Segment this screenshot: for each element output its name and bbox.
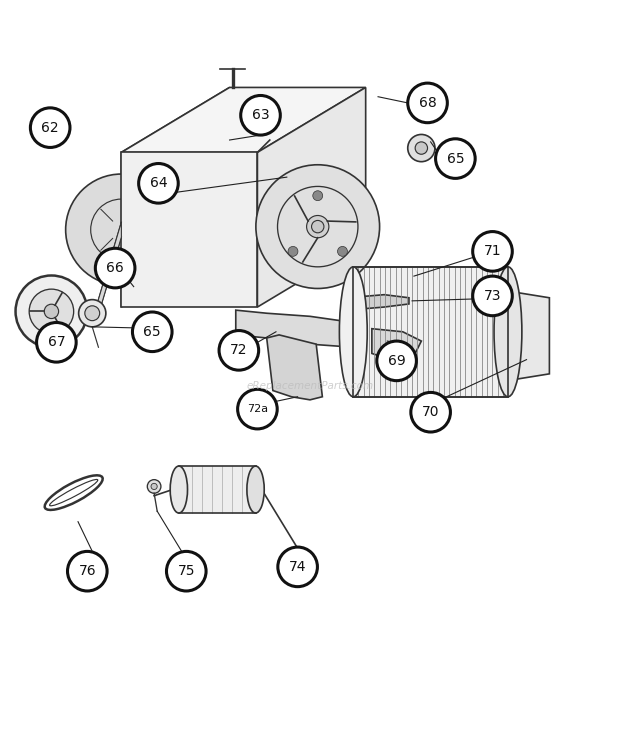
Text: 73: 73 xyxy=(484,289,501,303)
Circle shape xyxy=(472,276,512,315)
Text: 67: 67 xyxy=(48,336,65,349)
Polygon shape xyxy=(372,329,422,359)
Circle shape xyxy=(95,248,135,288)
Text: 72a: 72a xyxy=(247,404,268,414)
Circle shape xyxy=(29,289,74,333)
Ellipse shape xyxy=(148,480,161,493)
Circle shape xyxy=(311,220,324,233)
Circle shape xyxy=(278,547,317,587)
Polygon shape xyxy=(122,153,257,307)
Circle shape xyxy=(30,108,70,147)
Circle shape xyxy=(337,246,347,257)
Circle shape xyxy=(66,174,177,286)
Text: 68: 68 xyxy=(418,96,436,110)
Ellipse shape xyxy=(494,267,522,397)
Text: 65: 65 xyxy=(143,325,161,339)
Circle shape xyxy=(241,95,280,135)
Circle shape xyxy=(16,275,87,347)
Circle shape xyxy=(415,142,428,154)
Circle shape xyxy=(37,322,76,362)
Circle shape xyxy=(436,139,475,179)
Circle shape xyxy=(167,551,206,591)
Text: 66: 66 xyxy=(106,261,124,275)
Circle shape xyxy=(288,246,298,257)
Text: 74: 74 xyxy=(289,560,306,574)
Text: 64: 64 xyxy=(149,176,167,190)
Polygon shape xyxy=(122,88,229,307)
Polygon shape xyxy=(97,222,122,321)
Circle shape xyxy=(44,304,59,318)
Polygon shape xyxy=(511,292,549,380)
Ellipse shape xyxy=(170,466,187,513)
Text: 63: 63 xyxy=(252,109,269,122)
Text: 76: 76 xyxy=(79,564,96,578)
Text: 62: 62 xyxy=(42,121,59,135)
Ellipse shape xyxy=(247,466,264,513)
Polygon shape xyxy=(179,466,255,513)
Text: 71: 71 xyxy=(484,244,502,258)
Circle shape xyxy=(411,392,450,432)
Circle shape xyxy=(312,190,322,201)
Text: 72: 72 xyxy=(230,343,247,357)
Text: 75: 75 xyxy=(177,564,195,578)
Polygon shape xyxy=(122,88,366,153)
Polygon shape xyxy=(347,295,409,310)
Circle shape xyxy=(408,83,448,123)
Circle shape xyxy=(68,551,107,591)
Circle shape xyxy=(307,216,329,238)
Circle shape xyxy=(377,341,417,381)
Text: 65: 65 xyxy=(446,152,464,166)
Circle shape xyxy=(139,164,178,203)
Circle shape xyxy=(256,164,379,289)
Polygon shape xyxy=(257,88,366,307)
Circle shape xyxy=(79,300,106,327)
Text: 70: 70 xyxy=(422,405,440,419)
Circle shape xyxy=(472,231,512,271)
Ellipse shape xyxy=(151,484,157,490)
Polygon shape xyxy=(353,267,508,397)
Circle shape xyxy=(408,135,435,161)
Circle shape xyxy=(133,312,172,352)
Polygon shape xyxy=(267,335,322,400)
Text: 69: 69 xyxy=(388,354,405,368)
Ellipse shape xyxy=(339,267,367,397)
Circle shape xyxy=(237,389,277,429)
Polygon shape xyxy=(236,310,372,347)
Circle shape xyxy=(219,330,259,371)
Circle shape xyxy=(85,306,100,321)
Text: eReplacementParts.com: eReplacementParts.com xyxy=(246,381,374,391)
